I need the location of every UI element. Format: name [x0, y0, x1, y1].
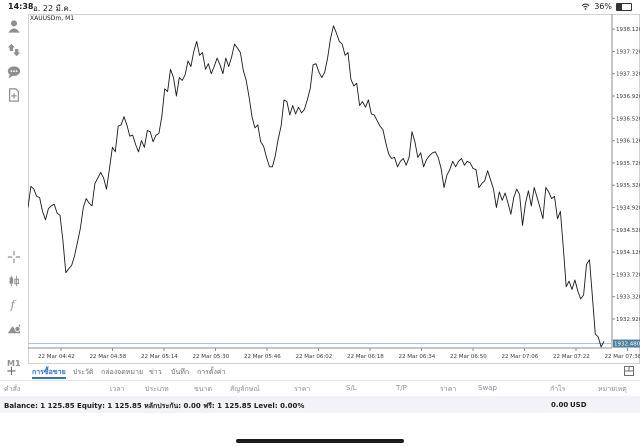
battery-fill	[617, 3, 623, 10]
chart-border	[28, 14, 640, 364]
layout-icon[interactable]	[624, 366, 634, 376]
chart-symbol-label: XAUUSDm, M1	[30, 15, 75, 22]
account-currency: USD	[570, 401, 587, 409]
chat-icon[interactable]	[6, 64, 22, 80]
x-tick-label: 22 Mar 06:50	[450, 354, 487, 360]
y-tick-label: 1933.720	[616, 272, 640, 278]
x-tick-label: 22 Mar 05:46	[244, 354, 281, 360]
orders-table-header: คำสั่ง เวลา ประเภท ขนาด สัญลักษณ์ ราคา S…	[0, 380, 640, 396]
x-tick-label: 22 Mar 04:42	[38, 354, 75, 360]
svg-text:f: f	[10, 297, 17, 311]
price-chart[interactable]: XAUUSDm, M1 1938.120 1937.720 1937.320 1936…	[27, 14, 640, 364]
header-order: คำสั่ง	[4, 385, 21, 393]
account-icon[interactable]	[6, 18, 22, 34]
header-sl: S/L	[346, 384, 357, 392]
x-tick-label: 22 Mar 05:14	[141, 354, 178, 360]
status-icons: 36%	[581, 2, 632, 11]
tab-mailbox[interactable]: กล่องจดหมาย	[101, 368, 144, 376]
header-symbol: สัญลักษณ์	[230, 385, 260, 393]
x-tick-label: 22 Mar 07:22	[553, 354, 590, 360]
objects-icon[interactable]	[6, 320, 22, 336]
header-current-price: ราคา	[440, 385, 457, 393]
header-type: ประเภท	[145, 385, 169, 393]
timeframe-label[interactable]: M1	[7, 359, 21, 368]
y-tick-label: 1938.120	[616, 27, 640, 33]
y-tick-label: 1934.520	[616, 228, 640, 234]
battery-icon	[616, 2, 632, 11]
y-tick-label: 1935.720	[616, 161, 640, 167]
chart-toolbar: f M1	[0, 14, 28, 368]
header-tp: T/P	[396, 384, 407, 392]
function-icon[interactable]: f	[6, 296, 22, 312]
crosshair-icon[interactable]	[6, 249, 22, 265]
y-tick-label: 1936.120	[616, 139, 640, 145]
header-profit: กำไร	[550, 385, 566, 393]
account-summary: Balance: 1 125.85 Equity: 1 125.85 หลักป…	[0, 396, 640, 413]
y-tick-label: 1937.320	[616, 72, 640, 78]
x-tick-label: 22 Mar 07:06	[502, 354, 539, 360]
header-volume: ขนาด	[194, 385, 213, 393]
y-tick-label: 1936.920	[616, 94, 640, 100]
x-tick-label: 22 Mar 06:18	[347, 354, 384, 360]
chart-canvas[interactable]: 1938.120 1937.720 1937.320 1936.920 1936.520…	[27, 14, 640, 364]
price-series-line	[27, 25, 605, 348]
tab-news[interactable]: ข่าว	[149, 368, 162, 376]
header-swap: Swap	[478, 384, 497, 392]
y-tick-label: 1936.520	[616, 116, 640, 122]
tab-history[interactable]: ประวัติ	[73, 368, 94, 376]
current-price-label: 1932.480	[614, 342, 640, 348]
tab-journal[interactable]: บันทึก	[171, 368, 190, 376]
y-tick-label: 1932.920	[616, 317, 640, 323]
header-time: เวลา	[110, 385, 125, 393]
battery-percent: 36%	[594, 2, 612, 11]
header-price: ราคา	[294, 385, 311, 393]
terminal-tabs: + การซื้อขาย ประวัติ กล่องจดหมาย ข่าว บั…	[0, 364, 640, 381]
wifi-icon	[581, 3, 590, 10]
total-profit: 0.00	[551, 401, 569, 409]
add-icon[interactable]: +	[6, 364, 17, 379]
status-bar: 14:38 อ. 22 มี.ค. 36%	[0, 0, 640, 14]
y-tick-label: 1935.320	[616, 183, 640, 189]
y-tick-label: 1937.720	[616, 49, 640, 55]
y-tick-label: 1934.920	[616, 206, 640, 212]
header-comment: หมายเหตุ	[598, 385, 627, 393]
tab-settings[interactable]: การตั้งค่า	[197, 368, 226, 376]
x-tick-label: 22 Mar 06:02	[296, 354, 333, 360]
x-tick-label: 22 Mar 06:34	[399, 354, 436, 360]
x-tick-label: 22 Mar 05:30	[193, 354, 230, 360]
y-tick-label: 1933.320	[616, 295, 640, 301]
home-indicator	[236, 439, 404, 443]
x-tick-label: 22 Mar 04:58	[90, 354, 127, 360]
date: อ. 22 มี.ค.	[33, 4, 72, 13]
clock: 14:38	[8, 2, 34, 11]
active-tab-underline	[32, 377, 66, 379]
new-order-icon[interactable]	[6, 87, 22, 103]
trade-icon[interactable]	[6, 42, 22, 58]
x-tick-label: 22 Mar 07:38	[605, 354, 640, 360]
current-price-label-bg	[613, 339, 640, 348]
indicators-icon[interactable]	[6, 273, 22, 289]
tab-trade[interactable]: การซื้อขาย	[32, 368, 66, 376]
y-tick-label: 1934.120	[616, 250, 640, 256]
balance-text: Balance: 1 125.85 Equity: 1 125.85 หลักป…	[4, 402, 305, 410]
